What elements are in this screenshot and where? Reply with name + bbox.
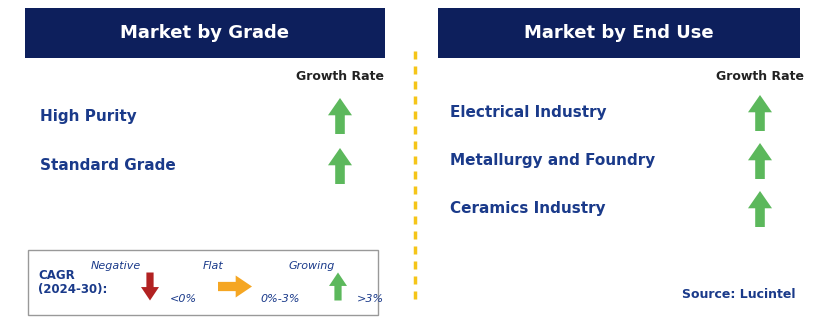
Polygon shape [329,272,347,300]
Text: Growing: Growing [289,261,335,271]
Polygon shape [748,143,772,179]
Text: Growth Rate: Growth Rate [296,69,384,83]
Polygon shape [328,98,352,134]
Text: CAGR: CAGR [38,269,75,282]
Text: Flat: Flat [203,261,223,271]
Text: Metallurgy and Foundry: Metallurgy and Foundry [450,154,655,168]
Polygon shape [328,148,352,184]
Text: Ceramics Industry: Ceramics Industry [450,201,606,216]
Bar [438,8,800,58]
Polygon shape [141,272,159,300]
Bar [25,8,385,58]
Text: Growth Rate: Growth Rate [716,69,804,83]
Text: Market by Grade: Market by Grade [120,24,290,42]
Text: >3%: >3% [357,294,384,304]
Text: 0%-3%: 0%-3% [260,294,300,304]
Polygon shape [748,95,772,131]
Text: Market by End Use: Market by End Use [524,24,714,42]
Polygon shape [218,275,252,297]
Text: Negative: Negative [91,261,141,271]
Text: Standard Grade: Standard Grade [40,159,176,173]
Text: Electrical Industry: Electrical Industry [450,106,606,120]
Text: High Purity: High Purity [40,109,137,123]
Polygon shape [748,191,772,227]
Text: Source: Lucintel: Source: Lucintel [681,289,795,301]
Text: <0%: <0% [170,294,197,304]
Text: (2024-30):: (2024-30): [38,283,107,296]
Bar [28,250,378,315]
